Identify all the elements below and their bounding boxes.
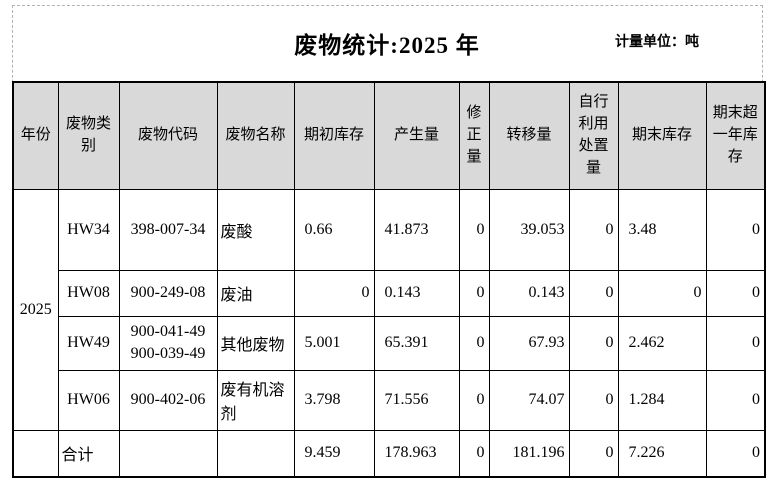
header-over-one-year-stock: 期末超一年库存 bbox=[705, 81, 766, 190]
cell-correction: 0 bbox=[458, 269, 490, 317]
total-label: 合计 bbox=[57, 429, 120, 478]
cell-over-one-year-stock: 0 bbox=[705, 188, 766, 271]
table-row: HW49 900-041-49 900-039-49 其他废物 5.001 65… bbox=[13, 315, 766, 371]
cell-final-stock: 0 bbox=[617, 269, 707, 317]
cell-category: HW49 bbox=[57, 315, 120, 371]
cell-self-disposal: 0 bbox=[568, 369, 619, 431]
cell-code: 398-007-34 bbox=[118, 188, 218, 271]
cell-initial-stock: 5.001 bbox=[293, 315, 375, 371]
cell-self-disposal: 0 bbox=[568, 315, 619, 371]
cell-self-disposal: 0 bbox=[568, 188, 619, 271]
header-year: 年份 bbox=[12, 81, 59, 190]
cell-code: 900-041-49 900-039-49 bbox=[118, 315, 218, 371]
cell-category: HW06 bbox=[57, 369, 120, 431]
cell-correction: 0 bbox=[458, 315, 490, 371]
cell-code: 900-249-08 bbox=[118, 269, 218, 317]
total-correction: 0 bbox=[458, 429, 490, 478]
header-final-stock: 期末库存 bbox=[617, 81, 707, 190]
header-row: 年份 废物类别 废物代码 废物名称 期初库存 产生量 修正量 转移量 自行利用处… bbox=[12, 81, 766, 190]
cell-final-stock: 2.462 bbox=[617, 315, 707, 371]
cell-over-one-year-stock: 0 bbox=[705, 315, 766, 371]
cell-generated: 41.873 bbox=[373, 188, 460, 271]
table-row: HW06 900-402-06 废有机溶剂 3.798 71.556 0 74.… bbox=[13, 369, 766, 431]
header-self-disposal-amount: 自行利用处置量 bbox=[568, 81, 619, 190]
cell-final-stock: 3.48 bbox=[617, 188, 707, 271]
table-row: 2025 HW34 398-007-34 废酸 0.66 41.873 0 39… bbox=[12, 188, 766, 431]
cell-generated: 71.556 bbox=[373, 369, 460, 431]
cell-generated: 65.391 bbox=[373, 315, 460, 371]
header-waste-category: 废物类别 bbox=[57, 81, 120, 190]
total-row: 合计 9.459 178.963 0 181.196 0 7.226 0 bbox=[12, 429, 766, 478]
cell-year: 2025 bbox=[12, 188, 59, 431]
cell-transferred: 0.143 bbox=[488, 269, 570, 317]
cell-initial-stock: 3.798 bbox=[293, 369, 375, 431]
cell-correction: 0 bbox=[458, 369, 490, 431]
header-transferred-amount: 转移量 bbox=[488, 81, 570, 190]
total-final-stock: 7.226 bbox=[617, 429, 707, 478]
cell-category: HW08 bbox=[57, 269, 120, 317]
cell-over-one-year-stock: 0 bbox=[705, 269, 766, 317]
cell-name: 废酸 bbox=[216, 188, 295, 271]
cell-transferred: 39.053 bbox=[488, 188, 570, 271]
total-initial-stock: 9.459 bbox=[293, 429, 375, 478]
cell-transferred: 67.93 bbox=[488, 315, 570, 371]
cell-self-disposal: 0 bbox=[568, 269, 619, 317]
total-self-disposal: 0 bbox=[568, 429, 619, 478]
cell-initial-stock: 0 bbox=[293, 269, 375, 317]
header-waste-name: 废物名称 bbox=[216, 81, 295, 190]
waste-statistics-table: 年份 废物类别 废物代码 废物名称 期初库存 产生量 修正量 转移量 自行利用处… bbox=[12, 81, 766, 478]
cell-transferred: 74.07 bbox=[488, 369, 570, 431]
header-correction-amount: 修正量 bbox=[458, 81, 490, 190]
cell-name: 废油 bbox=[216, 269, 295, 317]
table-row: HW08 900-249-08 废油 0 0.143 0 0.143 0 0 0 bbox=[13, 269, 766, 317]
total-transferred: 181.196 bbox=[488, 429, 570, 478]
page-title: 废物统计:2025 年 bbox=[294, 33, 480, 58]
header-initial-stock: 期初库存 bbox=[293, 81, 375, 190]
cell-correction: 0 bbox=[458, 188, 490, 271]
cell-code-empty bbox=[118, 429, 218, 478]
cell-name: 其他废物 bbox=[216, 315, 295, 371]
cell-year-empty bbox=[12, 429, 59, 478]
cell-code: 900-402-06 bbox=[118, 369, 218, 431]
cell-generated: 0.143 bbox=[373, 269, 460, 317]
header-waste-code: 废物代码 bbox=[118, 81, 218, 190]
total-generated: 178.963 bbox=[373, 429, 460, 478]
cell-name: 废有机溶剂 bbox=[216, 369, 295, 431]
total-over-one-year-stock: 0 bbox=[705, 429, 766, 478]
unit-label: 计量单位：吨 bbox=[615, 35, 699, 50]
cell-initial-stock: 0.66 bbox=[293, 188, 375, 271]
cell-final-stock: 1.284 bbox=[617, 369, 707, 431]
cell-name-empty bbox=[216, 429, 295, 478]
cell-category: HW34 bbox=[57, 188, 120, 271]
cell-over-one-year-stock: 0 bbox=[705, 369, 766, 431]
header-generated-amount: 产生量 bbox=[373, 81, 460, 190]
